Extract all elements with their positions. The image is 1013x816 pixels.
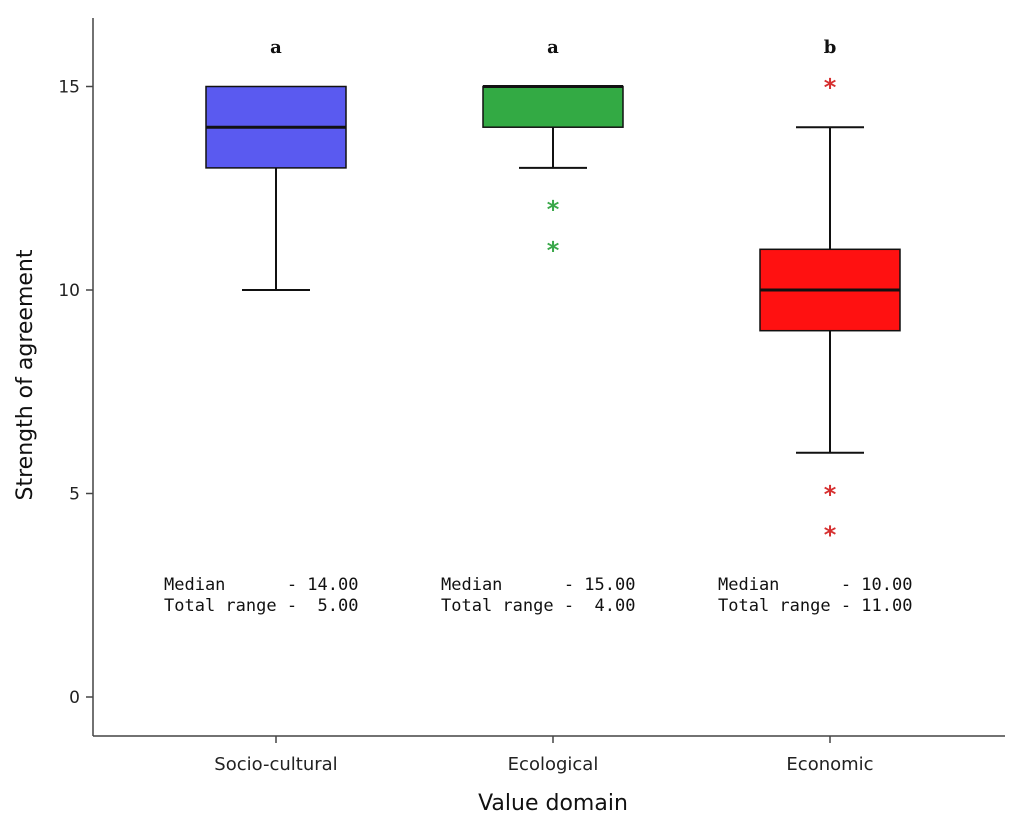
range-annotation: Total range - 11.00 [718, 596, 912, 616]
box-iqr [482, 85, 624, 128]
significance-letter: a [270, 37, 282, 58]
significance-letter: a [547, 37, 559, 58]
y-axis-title: Strength of agreement [13, 249, 38, 500]
outlier-star: * [547, 196, 560, 224]
range-annotation: Total range - 5.00 [164, 596, 358, 616]
y-tick-label: 5 [69, 485, 80, 505]
x-tick-label: Economic [786, 754, 873, 775]
median-annotation: Median - 15.00 [441, 575, 635, 595]
range-annotation: Total range - 4.00 [441, 596, 635, 616]
significance-letter: b [824, 37, 837, 58]
x-tick-label: Socio-cultural [214, 754, 337, 775]
y-tick-label: 0 [69, 688, 80, 708]
outlier-star: * [824, 481, 837, 509]
y-tick-label: 15 [58, 78, 80, 98]
x-tick-label: Ecological [508, 754, 599, 775]
median-annotation: Median - 14.00 [164, 575, 358, 595]
outlier-star: * [824, 521, 837, 549]
y-axis-ticks: 0 5 10 15 [58, 78, 93, 708]
outlier-star: * [824, 74, 837, 102]
outlier-star: * [547, 236, 560, 264]
x-axis-title: Value domain [478, 791, 628, 816]
y-tick-label: 10 [58, 281, 80, 301]
median-annotation: Median - 10.00 [718, 575, 912, 595]
